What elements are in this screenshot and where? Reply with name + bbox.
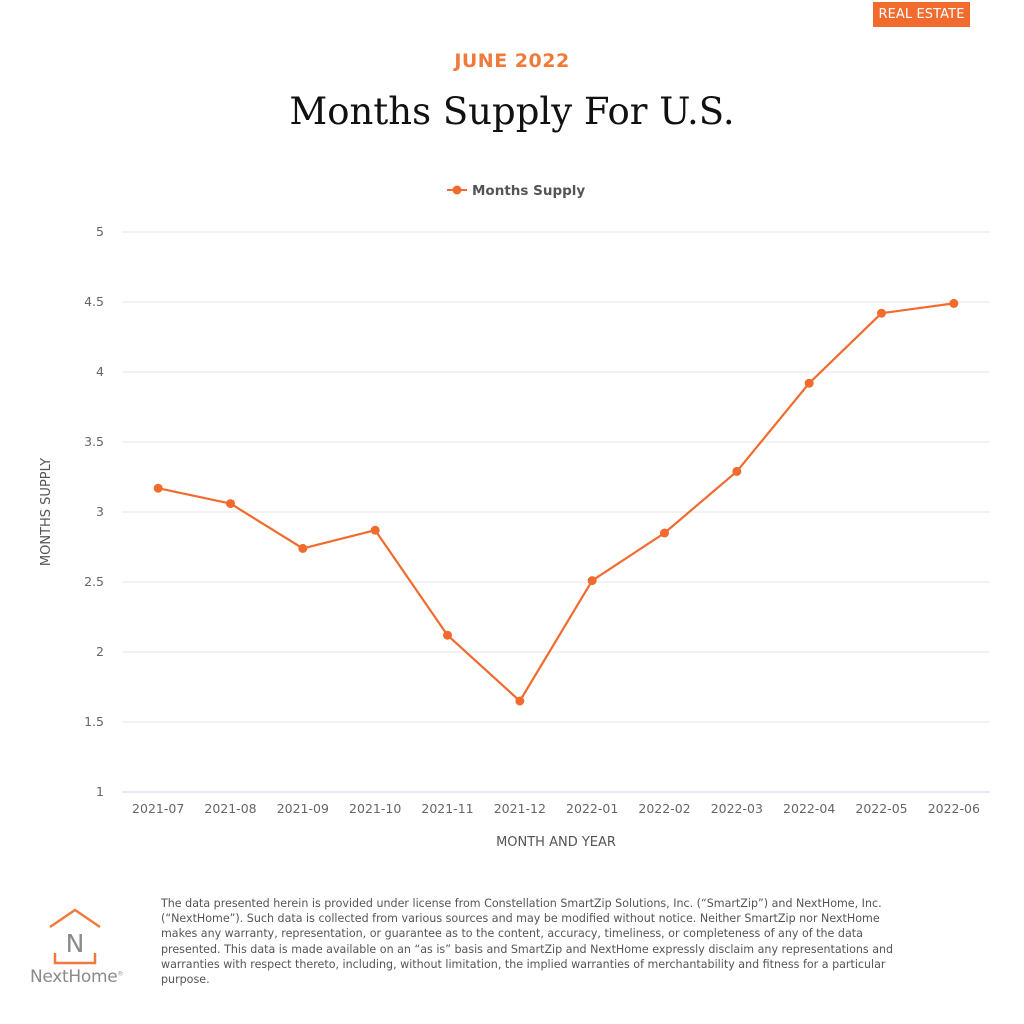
x-tick-label: 2022-05 [855,801,907,816]
y-tick-label: 4.5 [84,294,104,309]
y-tick-label: 2 [96,644,104,659]
x-tick-label: 2022-02 [638,801,690,816]
y-axis-ticks: 1 1.5 2 2.5 3 3.5 4 4.5 5 [84,224,104,799]
category-badge: REAL ESTATE [873,2,970,27]
disclaimer-text: The data presented herein is provided un… [161,897,894,987]
page-title: Months Supply For U.S. [289,90,735,133]
x-tick-label: 2022-01 [566,801,618,816]
legend-dot-marker [452,185,462,195]
y-tick-label: 1 [96,784,104,799]
data-point-2022-04[interactable] [804,378,814,388]
data-point-2021-08[interactable] [226,499,235,509]
x-axis-title: MONTH AND YEAR [496,835,616,850]
y-tick-label: 3 [96,504,104,519]
data-point-2022-06[interactable] [949,298,959,308]
y-tick-label: 2.5 [84,574,104,589]
brand-text: NextHome [30,967,118,987]
data-point-2021-09[interactable] [298,543,308,553]
brand-name: NextHome® [30,967,123,987]
y-axis-title: MONTHS SUPPLY [39,458,54,566]
trademark: ® [117,970,124,978]
x-tick-label: 2022-06 [928,801,980,816]
x-tick-label: 2021-11 [421,801,473,816]
report-date: JUNE 2022 [454,50,570,72]
data-point-2021-12[interactable] [515,696,525,706]
y-tick-label: 4 [96,364,104,379]
line-chart: Months Supply 11.522.533.544.55 2021-07 2… [39,183,990,850]
x-tick-label: 2022-04 [783,801,835,816]
gridlines [122,231,990,793]
legend[interactable]: Months Supply [447,183,585,199]
series-line [157,302,954,703]
data-point-2022-03[interactable] [732,466,742,476]
house-icon: N [49,908,101,965]
y-tick-label: 5 [96,224,104,239]
y-tick-label: 1.5 [84,714,104,729]
data-point-2022-01[interactable] [587,576,597,586]
logo-letter: N [66,929,85,958]
data-point-2021-07[interactable] [153,483,163,493]
data-point-2022-02[interactable] [660,528,669,538]
x-tick-label: 2021-07 [132,801,184,816]
x-tick-label: 2021-12 [494,801,546,816]
nexthome-logo: N [22,905,132,995]
data-point-2021-10[interactable] [370,525,380,535]
x-tick-label: 2021-09 [277,801,329,816]
data-point-2021-11[interactable] [443,630,452,640]
x-tick-label: 2021-08 [204,801,256,816]
series-months-supply [153,298,959,706]
x-axis-ticks: 2021-07 2021-08 2021-09 2021-10 2021-11 2021-… [132,801,980,816]
data-point-2022-05[interactable] [877,308,886,318]
y-tick-label: 3.5 [84,434,104,449]
legend-label: Months Supply [472,183,585,199]
x-tick-label: 2022-03 [711,801,763,816]
x-tick-label: 2021-10 [349,801,401,816]
